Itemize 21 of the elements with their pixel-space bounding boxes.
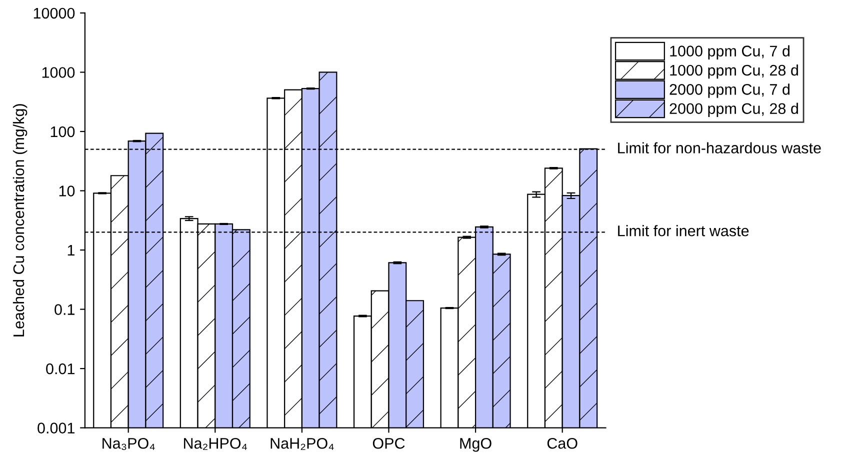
y-tick-label: 0.01: [46, 363, 74, 374]
y-tick-label: 10000: [34, 8, 75, 19]
ref-line-label: Limit for non-hazardous waste: [618, 142, 821, 154]
legend-label: 2000 ppm Cu, 7 d: [670, 84, 790, 98]
legend-label: 1000 ppm Cu, 7 d: [670, 45, 790, 60]
x-tick-label: Na₃PO₄: [102, 438, 155, 450]
y-tick-label: 10: [59, 186, 75, 196]
ref-line-label: Limit for inert waste: [618, 225, 749, 236]
y-tick-label: 1000: [42, 67, 75, 78]
x-tick-label: CaO: [547, 438, 578, 449]
x-tick-label: Na₂HPO₄: [184, 438, 247, 450]
x-tick-label: MgO: [460, 438, 492, 452]
x-tick-label: OPC: [372, 438, 405, 449]
y-tick-label: 1: [68, 245, 74, 256]
y-axis-title: Leached Cu concentration (mg/kg): [12, 104, 28, 336]
y-tick-label: 100: [50, 126, 75, 138]
legend-label: 1000 ppm Cu, 28 d: [670, 64, 798, 79]
x-tick-label: NaH₂PO₄: [270, 438, 334, 450]
y-tick-label: 0.001: [38, 422, 74, 434]
legend-label: 2000 ppm Cu, 28 d: [670, 102, 798, 118]
y-tick-label: 0.1: [54, 304, 74, 315]
